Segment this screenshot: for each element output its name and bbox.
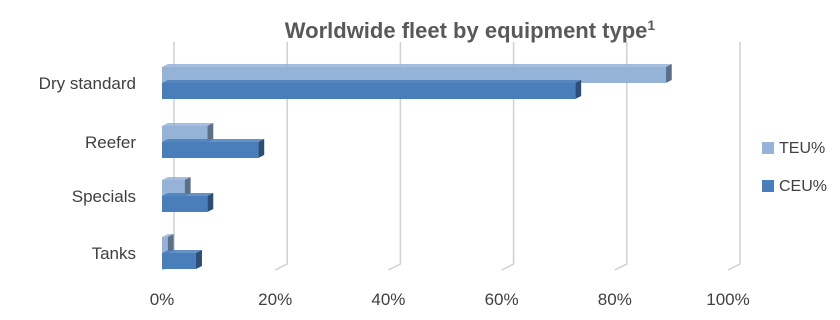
bar-side-face — [575, 80, 582, 99]
bar-teu-specials — [162, 177, 191, 196]
bar-front-face — [162, 180, 185, 196]
chart-title: Worldwide fleet by equipment type1 — [285, 17, 656, 43]
value-axis: 0% 20% 40% 60% 80% 100% — [150, 290, 750, 309]
bar-ceu-dry-standard — [162, 80, 582, 99]
gridlines — [161, 42, 741, 271]
chart-title-superscript: 1 — [647, 17, 655, 33]
legend-swatch — [762, 180, 774, 192]
legend-item-teu: TEU% — [762, 140, 825, 157]
bar-front-face — [162, 196, 208, 212]
tick-label-0: 0% — [150, 290, 175, 309]
bar-ceu-specials — [162, 193, 214, 212]
legend-label: TEU% — [779, 140, 825, 157]
bar-top-face — [162, 123, 214, 126]
gridline-5 — [727, 42, 741, 271]
category-label-tanks: Tanks — [92, 244, 136, 263]
category-label-dry-standard: Dry standard — [39, 74, 136, 93]
gridline-2 — [388, 42, 402, 271]
tick-label-2: 40% — [371, 290, 405, 309]
category-label-specials: Specials — [72, 187, 136, 206]
bar-ceu-reefer — [162, 139, 265, 158]
bar-teu-dry-standard — [162, 64, 672, 83]
bar-top-face — [162, 193, 214, 196]
bar-front-face — [162, 67, 666, 83]
bar-front-face — [162, 237, 168, 253]
tick-label-1: 20% — [258, 290, 292, 309]
bar-top-face — [162, 80, 582, 83]
category-label-reefer: Reefer — [85, 133, 136, 152]
tick-label-3: 60% — [485, 290, 519, 309]
bar-teu-tanks — [162, 234, 174, 253]
bar-side-face — [207, 123, 214, 142]
legend-swatch — [762, 142, 774, 154]
bar-front-face — [162, 126, 208, 142]
bar-side-face — [258, 139, 265, 158]
legend-item-ceu: CEU% — [762, 178, 827, 195]
tick-label-4: 80% — [598, 290, 632, 309]
bar-side-face — [184, 177, 191, 196]
bar-top-face — [162, 250, 202, 253]
chart-title-main: Worldwide fleet by equipment type — [285, 18, 648, 43]
legend: TEU% CEU% — [762, 140, 827, 195]
category-axis: Dry standard Reefer Specials Tanks — [39, 74, 137, 263]
bar-top-face — [162, 234, 174, 237]
bar-ceu-tanks — [162, 250, 202, 269]
bar-front-face — [162, 83, 576, 99]
tick-label-5: 100% — [706, 290, 749, 309]
bar-front-face — [162, 142, 259, 158]
bar-top-face — [162, 64, 672, 67]
gridline-3 — [501, 42, 515, 271]
bar-side-face — [665, 64, 672, 83]
bar-teu-reefer — [162, 123, 214, 142]
bar-front-face — [162, 253, 196, 269]
bar-side-face — [167, 234, 174, 253]
bar-top-face — [162, 139, 265, 142]
bar-top-face — [162, 177, 191, 180]
bar-side-face — [207, 193, 214, 212]
gridline-4 — [614, 42, 628, 271]
legend-label: CEU% — [779, 178, 827, 195]
gridline-1 — [274, 42, 288, 271]
bar-side-face — [195, 250, 202, 269]
plot-area — [162, 64, 672, 269]
